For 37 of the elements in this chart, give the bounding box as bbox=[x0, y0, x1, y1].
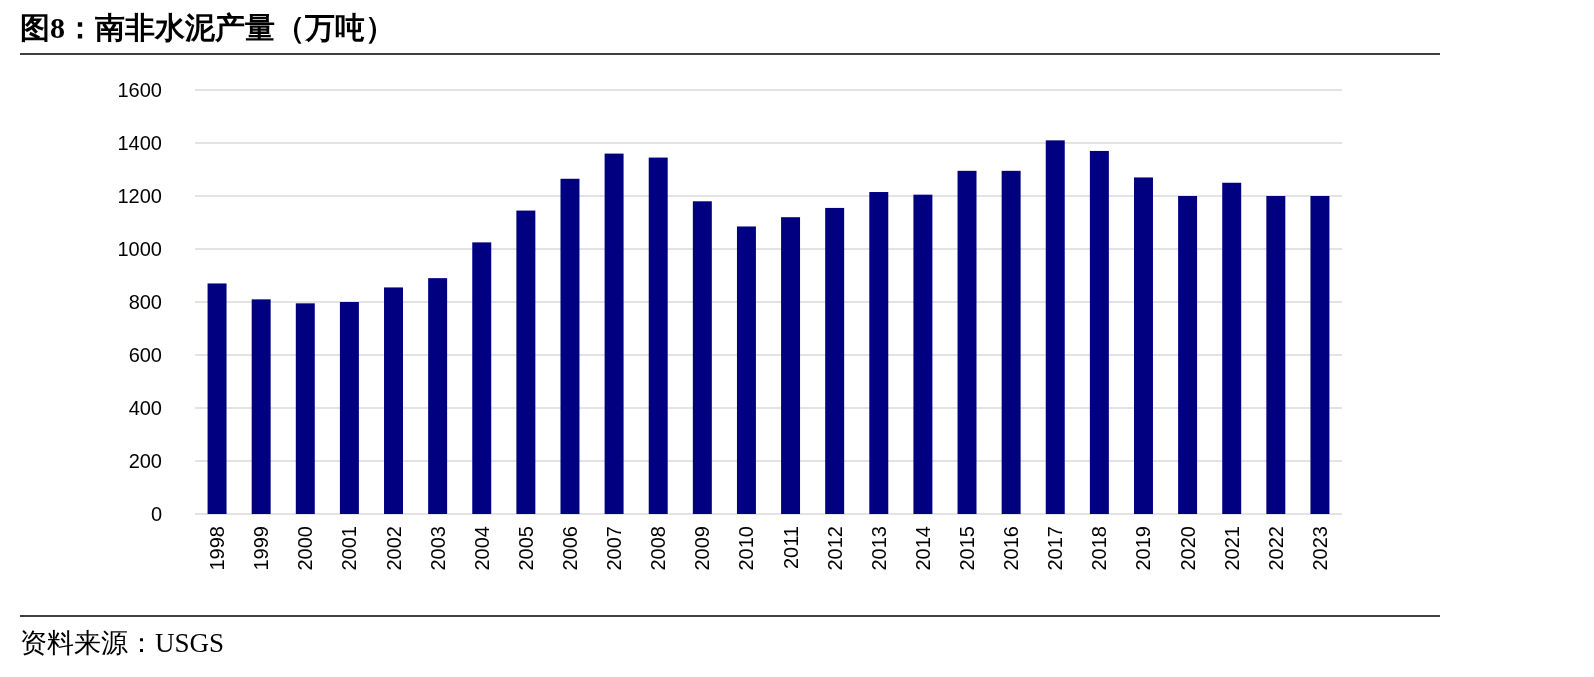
x-tick-label: 2003 bbox=[426, 526, 449, 571]
x-tick-label: 2010 bbox=[735, 526, 758, 571]
y-tick-label: 1000 bbox=[117, 238, 162, 260]
x-tick-label: 2021 bbox=[1220, 526, 1243, 571]
y-tick-label: 1400 bbox=[117, 132, 162, 154]
x-tick-label: 2008 bbox=[647, 526, 670, 571]
x-tick-label: 2009 bbox=[691, 526, 714, 571]
x-tick-label: 1998 bbox=[206, 526, 229, 571]
x-tick-label: 2020 bbox=[1176, 526, 1199, 571]
x-tick-label: 1999 bbox=[250, 526, 273, 571]
x-tick-label: 2007 bbox=[603, 526, 626, 571]
text: 资料来源：USGS bbox=[20, 628, 225, 658]
x-tick-label: 2022 bbox=[1264, 526, 1287, 571]
y-tick-label: 0 bbox=[150, 503, 162, 525]
x-tick-label: 2004 bbox=[470, 526, 493, 571]
y-tick-label: 1200 bbox=[117, 185, 162, 207]
y-tick-label: 1600 bbox=[117, 79, 162, 101]
x-tick-label: 2005 bbox=[514, 526, 537, 571]
x-tick-label: 2018 bbox=[1088, 526, 1111, 571]
x-tick-label: 2012 bbox=[823, 526, 846, 571]
x-tick-label: 2015 bbox=[956, 526, 979, 571]
x-tick-label: 2000 bbox=[294, 526, 317, 571]
y-tick-label: 400 bbox=[128, 397, 162, 419]
chart-title: 图8：南非水泥产量（万吨） bbox=[20, 11, 395, 44]
x-tick-label: 2014 bbox=[911, 526, 934, 571]
x-tick-label: 2002 bbox=[382, 526, 405, 571]
x-tick-label: 2016 bbox=[1000, 526, 1023, 571]
x-tick-label: 2023 bbox=[1308, 526, 1331, 571]
x-tick-label: 2019 bbox=[1132, 526, 1155, 571]
y-tick-label: 800 bbox=[128, 291, 162, 313]
x-tick-label: 2017 bbox=[1044, 526, 1067, 571]
y-tick-label: 600 bbox=[128, 344, 162, 366]
x-tick-label: 2013 bbox=[867, 526, 890, 571]
y-tick-label: 200 bbox=[128, 450, 162, 472]
x-tick-label: 2001 bbox=[338, 526, 361, 571]
x-tick-label: 2006 bbox=[558, 526, 581, 571]
x-tick-label: 2011 bbox=[779, 526, 802, 570]
